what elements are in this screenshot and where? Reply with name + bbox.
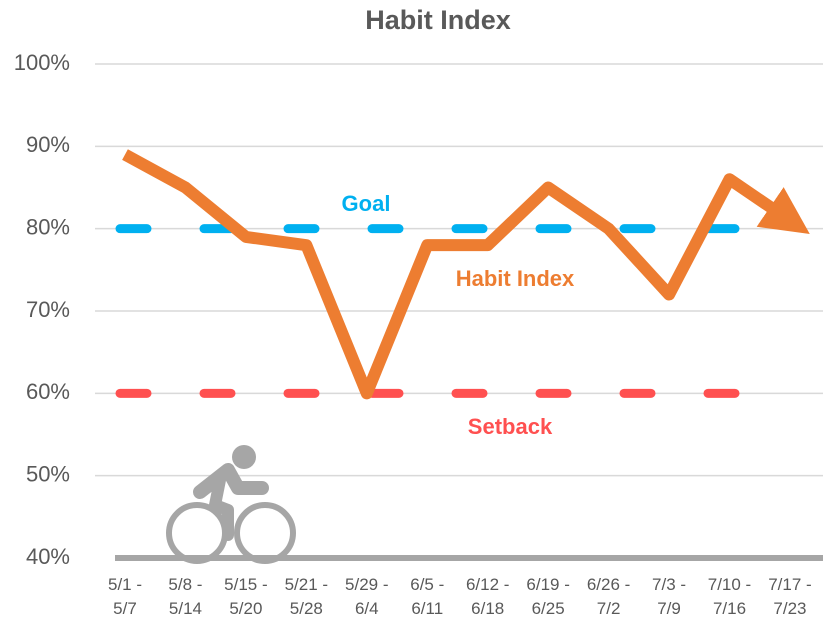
x-tick-label-line: 6/11 (411, 599, 443, 618)
chart-title: Habit Index (365, 5, 511, 35)
y-tick-label: 60% (26, 379, 70, 404)
y-tick-label: 80% (26, 214, 70, 239)
x-tick-label: 5/21 - 5/28 (285, 575, 328, 618)
x-tick-label: 7/3 - 7/9 (652, 575, 686, 618)
series-label: Goal (342, 191, 391, 216)
x-tick-label-line: 5/20 (229, 599, 262, 618)
x-tick-label-line: 7/3 - (652, 575, 686, 594)
y-tick-label: 50% (26, 461, 70, 486)
data-line (122, 149, 810, 400)
x-tick-label-line: 6/25 (532, 599, 565, 618)
x-tick-label: 6/19 - 6/25 (526, 575, 569, 618)
x-tick-label: 6/5 - 6/11 (410, 575, 444, 618)
x-tick-label: 5/8 - 5/14 (168, 575, 202, 618)
y-tick-label: 40% (26, 544, 70, 569)
x-tick-label-line: 6/12 - (466, 575, 509, 594)
series-label: Setback (468, 414, 553, 439)
x-tick-label-line: 7/9 (657, 599, 681, 618)
x-tick-label-line: 6/5 - (410, 575, 444, 594)
x-tick-label-line: 5/21 - (285, 575, 328, 594)
x-tick-label: 7/17 - 7/23 (768, 575, 811, 618)
series-label: Habit Index (456, 266, 575, 291)
x-tick-label-line: 7/17 - (768, 575, 811, 594)
x-tick-label-line: 5/14 (169, 599, 202, 618)
x-tick-label-line: 5/28 (290, 599, 323, 618)
x-tick-label: 5/1 - 5/7 (108, 575, 142, 618)
y-tick-label: 70% (26, 297, 70, 322)
x-tick-label: 5/15 - 5/20 (224, 575, 267, 618)
x-tick-label-line: 5/7 (113, 599, 137, 618)
bicycle-icon (166, 445, 296, 564)
x-tick-label-line: 7/16 (713, 599, 746, 618)
x-tick-label: 6/12 - 6/18 (466, 575, 509, 618)
x-tick-label-line: 7/10 - (708, 575, 751, 594)
x-tick-label-line: 6/18 (471, 599, 504, 618)
x-tick-label-line: 6/19 - (526, 575, 569, 594)
x-tick-label: 6/26 - 7/2 (587, 575, 630, 618)
y-tick-label: 100% (14, 50, 70, 75)
y-tick-label: 90% (26, 132, 70, 157)
x-tick-label-line: 6/4 (355, 599, 379, 618)
x-tick-label: 5/29 - 6/4 (345, 575, 388, 618)
x-tick-label-line: 5/8 - (168, 575, 202, 594)
x-tick-label-line: 7/2 (597, 599, 621, 618)
x-tick-label-line: 5/29 - (345, 575, 388, 594)
x-tick-label-line: 5/15 - (224, 575, 267, 594)
x-tick-label-line: 6/26 - (587, 575, 630, 594)
x-tick-label: 7/10 - 7/16 (708, 575, 751, 618)
x-tick-label-line: 5/1 - (108, 575, 142, 594)
x-tick-label-line: 7/23 (773, 599, 806, 618)
